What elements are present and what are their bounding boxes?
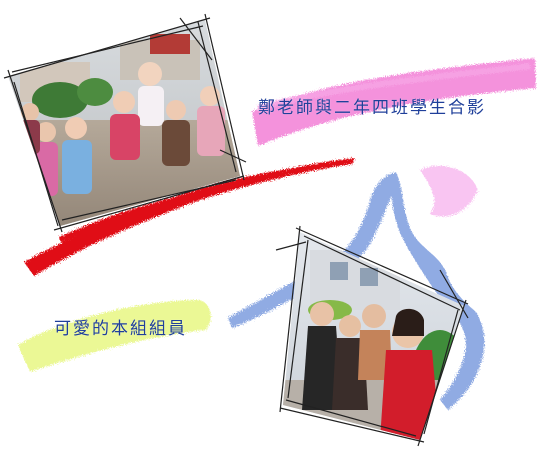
light-pink-brush-stroke bbox=[420, 165, 478, 217]
pink-brush-stroke bbox=[252, 58, 536, 146]
blue-brush-stroke bbox=[228, 172, 485, 410]
class-group-photo bbox=[3, 13, 247, 233]
caption-group-members: 可愛的本組組員 bbox=[54, 319, 187, 339]
red-brush-stroke bbox=[24, 158, 355, 276]
caption-teacher-with-class: 鄭老師與二年四班學生合影 bbox=[258, 98, 486, 118]
group-members-photo bbox=[275, 225, 469, 447]
yellow-brush-stroke bbox=[18, 300, 211, 372]
